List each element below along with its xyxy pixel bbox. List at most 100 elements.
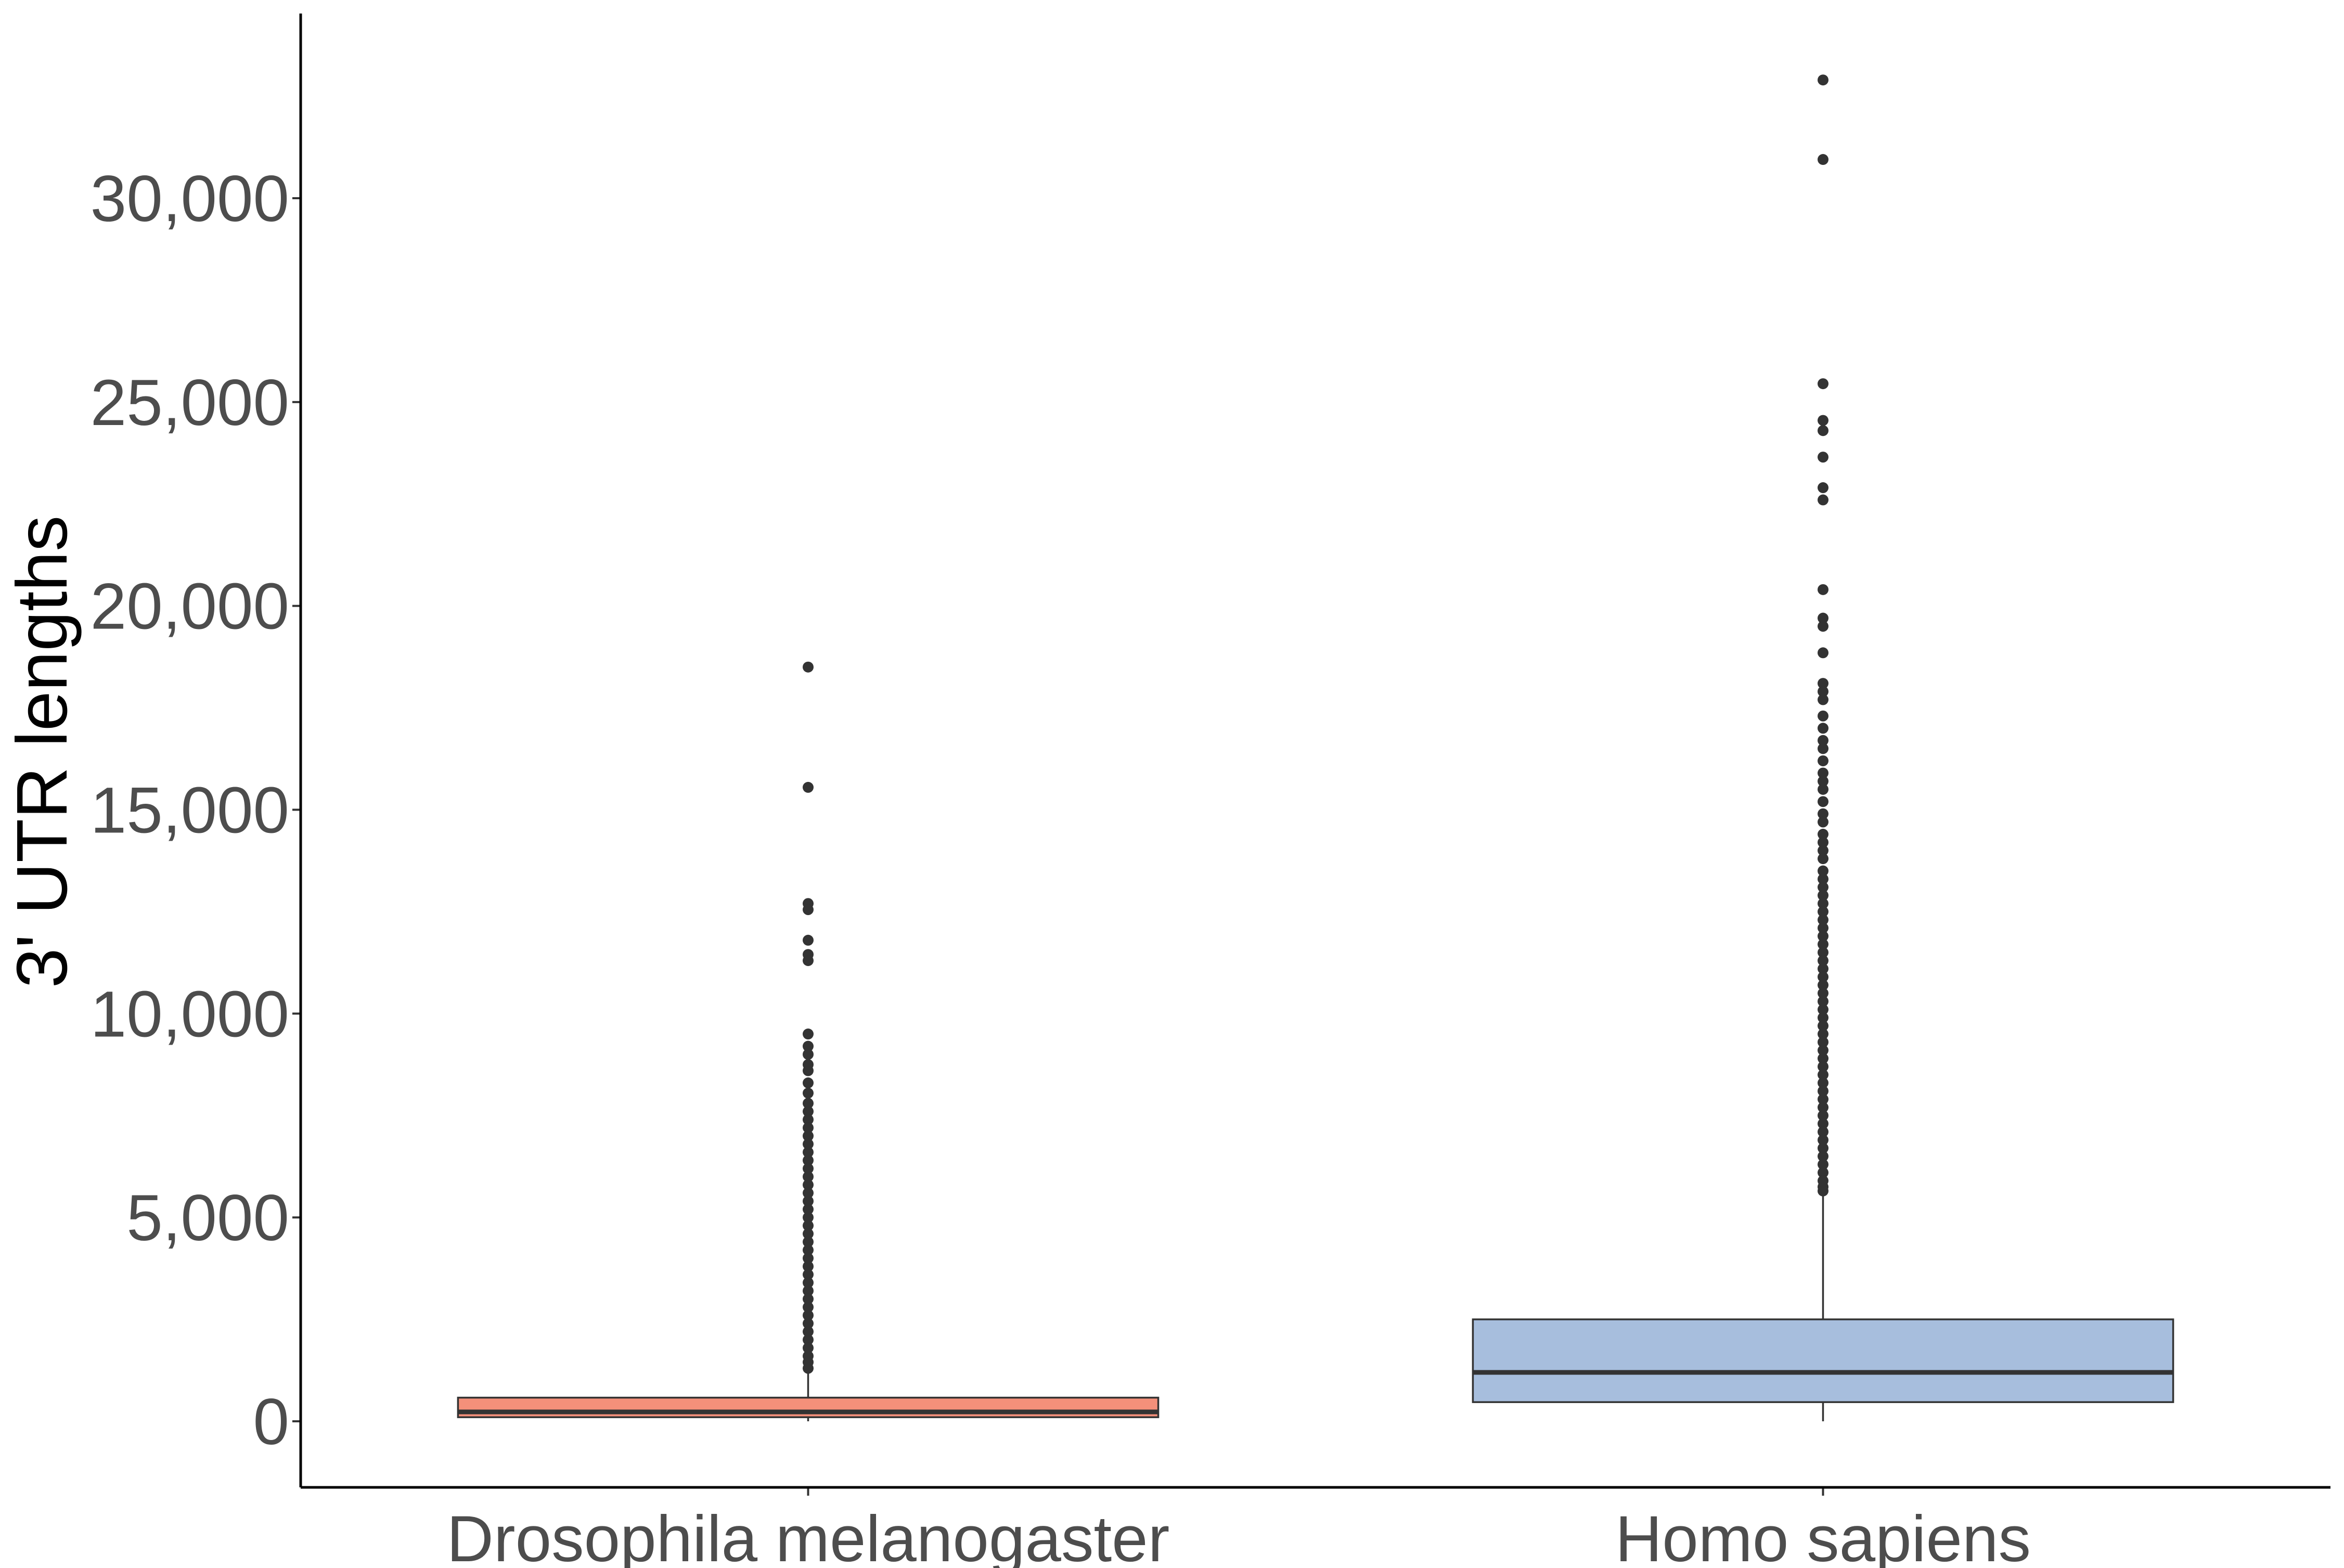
outlier-point [1818, 1185, 1828, 1197]
box-iqr [1472, 1318, 2174, 1403]
outlier-point [803, 1269, 814, 1280]
outlier-point [1818, 425, 1828, 436]
outlier-point [1818, 829, 1828, 840]
outlier-point [1818, 808, 1828, 819]
outlier-point [803, 1049, 814, 1060]
outlier-point [1818, 906, 1828, 917]
x-tick-label: Drosophila melanogaster [447, 1503, 1170, 1568]
outlier-point [1818, 584, 1828, 595]
outlier-point [1818, 1167, 1828, 1178]
outlier-point [1818, 74, 1828, 86]
box-iqr [457, 1396, 1160, 1418]
outlier-point [1818, 845, 1828, 856]
outlier-point [1818, 922, 1828, 934]
outlier-point [1818, 796, 1828, 807]
outlier-point [1818, 686, 1828, 697]
outlier-point [1818, 783, 1828, 795]
outlier-point [803, 1326, 814, 1338]
outlier-point [803, 1114, 814, 1125]
outlier-point [1818, 767, 1828, 779]
outlier-point [1818, 930, 1828, 942]
outlier-point [803, 1212, 814, 1223]
outlier-point [803, 1309, 814, 1321]
outlier-point [1818, 816, 1828, 828]
outlier-point [1818, 1134, 1828, 1146]
outlier-point [803, 1163, 814, 1174]
outlier-point [803, 1277, 814, 1289]
outlier-point [803, 1203, 814, 1215]
outlier-point [1818, 837, 1828, 848]
outlier-point [1818, 987, 1828, 999]
y-axis-title: 3' UTR lengths [2, 516, 82, 988]
outlier-point [1818, 723, 1828, 734]
outlier-point [1818, 755, 1828, 766]
y-axis-ticks: 0 5,000 10,000 15,000 20,000 25,000 30,000 [91, 163, 301, 1458]
outlier-point [1818, 1036, 1828, 1048]
outlier-point [1818, 647, 1828, 659]
outlier-point [803, 1077, 814, 1089]
outlier-point [803, 1171, 814, 1183]
y-tick-label: 0 [253, 1386, 289, 1458]
outlier-point [803, 1342, 814, 1354]
y-tick-label: 15,000 [91, 775, 289, 847]
outlier-point [1818, 914, 1828, 926]
outlier-point [1818, 776, 1828, 787]
outlier-point [1818, 378, 1828, 390]
outlier-point [803, 1261, 814, 1272]
outlier-point [1818, 735, 1828, 746]
y-tick-label: 10,000 [91, 978, 289, 1050]
outlier-point [803, 955, 814, 966]
outlier-point [1818, 873, 1828, 885]
outlier-point [1818, 678, 1828, 689]
outlier-point [1818, 1142, 1828, 1154]
outlier-point [803, 1293, 814, 1305]
outlier-point [1818, 996, 1828, 1007]
outlier-point [1818, 452, 1828, 463]
outlier-point [1818, 898, 1828, 909]
outlier-point [803, 661, 814, 673]
outlier-point [1818, 1110, 1828, 1121]
outlier-point [803, 1253, 814, 1264]
outlier-point [1818, 971, 1828, 983]
outlier-point [1818, 1061, 1828, 1072]
outlier-point [803, 1228, 814, 1240]
outlier-point [803, 1087, 814, 1099]
y-tick-label: 25,000 [91, 367, 289, 439]
outlier-point [803, 1179, 814, 1190]
outlier-point [1818, 694, 1828, 705]
box-group [1472, 74, 2174, 1421]
outlier-point [803, 904, 814, 915]
outlier-point [1818, 939, 1828, 950]
outlier-point [1818, 415, 1828, 426]
outlier-point [803, 1098, 814, 1109]
outlier-point [1818, 1118, 1828, 1129]
outlier-point [1818, 1085, 1828, 1097]
outlier-point [1818, 1012, 1828, 1023]
outlier-point [803, 1130, 814, 1141]
outlier-point [1818, 482, 1828, 493]
outlier-point [1818, 881, 1828, 893]
y-tick-label: 30,000 [91, 163, 289, 235]
outlier-point [1818, 494, 1828, 506]
outlier-point [1818, 1126, 1828, 1138]
x-tick-label: Homo sapiens [1615, 1503, 2031, 1568]
outlier-point [803, 1334, 814, 1345]
outlier-point [803, 1106, 814, 1117]
outlier-point [803, 1363, 814, 1374]
outlier-point [1818, 853, 1828, 865]
outlier-point [803, 1285, 814, 1296]
x-axis-ticks: Drosophila melanogaster Homo sapiens [447, 1487, 2031, 1568]
outlier-point [803, 1138, 814, 1150]
outlier-point [1818, 1053, 1828, 1064]
outlier-point [1818, 1077, 1828, 1089]
outlier-point [803, 1318, 814, 1329]
outlier-point [803, 1040, 814, 1052]
outlier-point [803, 1147, 814, 1158]
outlier-point [803, 1154, 814, 1166]
outlier-point [803, 1122, 814, 1134]
outlier-point [1818, 1004, 1828, 1015]
outlier-point [803, 781, 814, 793]
outlier-point [1818, 1151, 1828, 1162]
outlier-point [1818, 1069, 1828, 1081]
